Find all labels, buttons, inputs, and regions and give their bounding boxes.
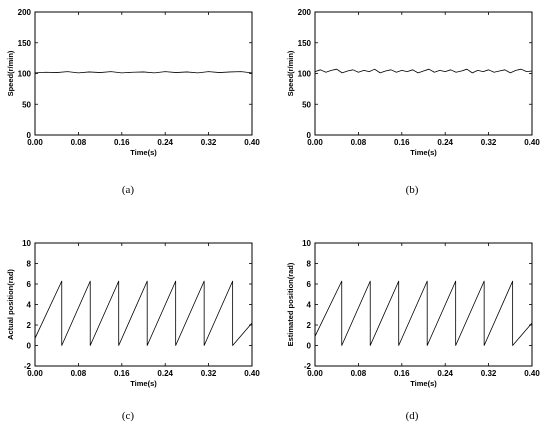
x-tick-label: 0.16 xyxy=(114,138,130,147)
y-tick-label: -2 xyxy=(304,362,312,371)
y-tick-label: 0 xyxy=(307,131,312,140)
y-tick-label: 8 xyxy=(307,260,312,269)
y-tick-label: 0 xyxy=(27,131,32,140)
x-tick-label: 0.16 xyxy=(394,369,410,378)
y-tick-label: 200 xyxy=(298,8,312,17)
x-tick-label: 0.40 xyxy=(244,369,260,378)
x-tick-label: 0.24 xyxy=(157,369,173,378)
y-axis-label: Estimated position(rad) xyxy=(286,262,295,346)
x-axis-label: Time(s) xyxy=(130,148,157,157)
y-tick-label: 150 xyxy=(298,39,312,48)
plot-frame xyxy=(314,11,533,136)
x-tick-label: 0.24 xyxy=(437,138,453,147)
series-line xyxy=(314,68,533,74)
x-tick-label: 0.08 xyxy=(71,369,87,378)
y-tick-label: 200 xyxy=(18,8,32,17)
x-tick-label: 0.08 xyxy=(351,369,367,378)
y-axis-label: Speed(r/min) xyxy=(6,50,15,96)
x-axis-label: Time(s) xyxy=(130,379,157,388)
x-tick-label: 0.00 xyxy=(307,369,323,378)
y-tick-label: 100 xyxy=(298,70,312,79)
y-tick-label: 150 xyxy=(18,39,32,48)
x-tick-label: 0.32 xyxy=(481,369,497,378)
x-tick-label: 0.32 xyxy=(201,138,217,147)
series-line xyxy=(34,280,253,346)
y-tick-label: 6 xyxy=(27,280,32,289)
x-tick-label: 0.40 xyxy=(244,138,260,147)
x-tick-label: 0.32 xyxy=(481,138,497,147)
chart-panel: 0.00 0.08 0.16 0.24 0.32 0.40 0 50 100 150 200 Time… xyxy=(6,8,260,196)
y-tick-label: 10 xyxy=(302,239,311,248)
y-tick-label: 4 xyxy=(27,301,32,310)
x-tick-label: 0.40 xyxy=(524,138,540,147)
x-tick-label: 0.08 xyxy=(351,138,367,147)
chart-panel: 0.00 0.08 0.16 0.24 0.32 0.40 0 50 100 150 200 Time… xyxy=(286,8,540,196)
y-tick-label: 8 xyxy=(27,260,32,269)
y-tick-label: 50 xyxy=(302,100,311,109)
x-axis-label: Time(s) xyxy=(410,379,437,388)
panel-caption: (d) xyxy=(406,410,419,422)
y-tick-label: 6 xyxy=(307,280,312,289)
y-tick-label: 0 xyxy=(27,342,32,351)
plot-frame xyxy=(34,242,253,367)
chart-panel: 0.00 0.08 0.16 0.24 0.32 0.40 -2 0 2 4 6 8 10 Time(s)… xyxy=(6,239,260,422)
plot-frame xyxy=(34,11,253,136)
x-tick-label: 0.00 xyxy=(27,369,43,378)
y-tick-label: -2 xyxy=(24,362,32,371)
y-tick-label: 4 xyxy=(307,301,312,310)
x-tick-label: 0.40 xyxy=(524,369,540,378)
series-line xyxy=(314,280,533,346)
x-tick-label: 0.16 xyxy=(114,369,130,378)
y-tick-label: 10 xyxy=(22,239,31,248)
panel-caption: (b) xyxy=(406,184,419,196)
y-axis-label: Speed(r/min) xyxy=(286,50,295,96)
y-tick-label: 0 xyxy=(307,342,312,351)
y-axis-label: Actual position(rad) xyxy=(6,269,15,340)
x-tick-label: 0.00 xyxy=(307,138,323,147)
x-tick-label: 0.32 xyxy=(201,369,217,378)
y-tick-label: 2 xyxy=(27,321,32,330)
plot-frame xyxy=(314,242,533,367)
x-axis-label: Time(s) xyxy=(410,148,437,157)
series-line xyxy=(34,71,253,74)
x-tick-label: 0.24 xyxy=(157,138,173,147)
x-tick-label: 0.00 xyxy=(27,138,43,147)
x-tick-label: 0.08 xyxy=(71,138,87,147)
panel-caption: (c) xyxy=(122,410,135,422)
y-tick-label: 50 xyxy=(22,100,31,109)
chart-panel: 0.00 0.08 0.16 0.24 0.32 0.40 -2 0 2 4 6 8 10 Time(s)… xyxy=(286,239,540,422)
x-tick-label: 0.24 xyxy=(437,369,453,378)
y-tick-label: 2 xyxy=(307,321,312,330)
x-tick-label: 0.16 xyxy=(394,138,410,147)
panel-caption: (a) xyxy=(122,184,135,196)
y-tick-label: 100 xyxy=(18,70,32,79)
